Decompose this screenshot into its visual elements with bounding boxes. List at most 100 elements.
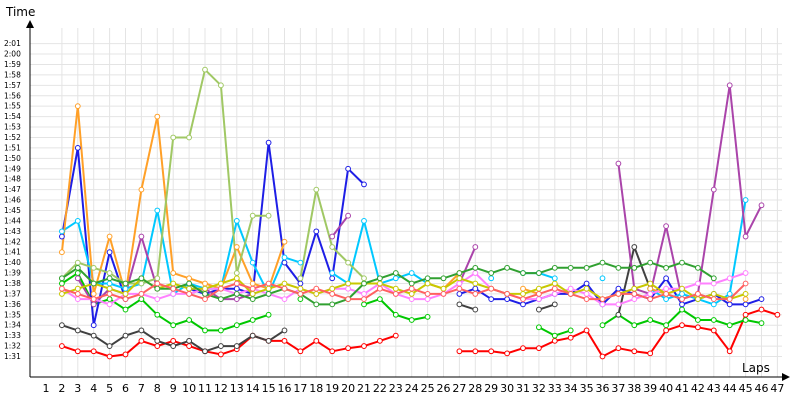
series-12-point: [631, 291, 638, 297]
series-2-point: [551, 332, 558, 339]
series-6-point: [233, 296, 240, 303]
series-11-point: [631, 264, 638, 271]
series-6-point: [710, 186, 717, 193]
y-tick-label: 1:32: [4, 342, 21, 351]
series-2-point: [679, 306, 685, 313]
series-5-point: [329, 270, 336, 276]
series-8-point: [233, 270, 240, 276]
series-1-point: [377, 337, 383, 344]
x-tick-label: 15: [262, 382, 276, 395]
x-tick-label: 11: [198, 382, 212, 395]
x-tick-label: 17: [293, 382, 307, 395]
y-tick-label: 1:54: [4, 112, 21, 121]
series-2-point: [726, 322, 733, 329]
series-12-point: [695, 291, 701, 297]
y-tick-label: 1:41: [4, 248, 21, 257]
series-11-point: [424, 275, 431, 282]
series-9-point: [551, 291, 558, 297]
series-11-point: [249, 296, 256, 303]
series-lines: [60, 68, 778, 358]
series-12-point: [520, 296, 526, 303]
series-4-point: [615, 285, 622, 292]
series-9-point: [408, 296, 415, 303]
series-11-point: [599, 259, 606, 266]
series-1-point: [281, 337, 288, 344]
series-7-point: [742, 296, 749, 303]
series-1-point: [726, 348, 733, 355]
series-7-point: [90, 291, 97, 297]
series-12-point: [440, 291, 447, 297]
series-9-point: [567, 285, 574, 292]
series-4-point: [313, 228, 320, 235]
x-tick-label: 10: [182, 382, 196, 395]
series-2-point: [408, 317, 415, 323]
series-11-point: [138, 275, 145, 282]
series-7-point: [154, 113, 161, 120]
series-10-point: [202, 285, 208, 292]
series-10-point: [313, 291, 320, 297]
series-11-point: [233, 291, 240, 297]
x-tick-label: 31: [516, 382, 530, 395]
series-1-point: [615, 345, 622, 352]
series-3-point: [472, 306, 479, 313]
series-7-point: [106, 233, 113, 240]
series-11-point: [106, 275, 113, 282]
series-3-point: [186, 337, 193, 344]
series-11-point: [122, 280, 129, 287]
series-12-point: [281, 285, 288, 292]
series-5-point: [249, 259, 256, 266]
series-11-point: [154, 285, 161, 292]
y-tick-label: 1:39: [4, 269, 21, 278]
series-2-point: [265, 311, 272, 318]
x-tick-label: 25: [421, 382, 435, 395]
series-1-point: [90, 348, 97, 355]
series-12-point: [90, 296, 97, 303]
series-8-point: [361, 275, 367, 282]
series-5-point: [106, 280, 113, 287]
series-11-point: [710, 275, 717, 282]
x-tick-label: 12: [214, 382, 228, 395]
y-axis-ticks: 1:311:32 1:331:34 1:351:36 1:371:381:39 1:40…: [4, 39, 21, 361]
grid: [30, 28, 782, 377]
series-1-point: [567, 334, 574, 341]
y-tick-label: 1:56: [4, 91, 21, 100]
series-1-point: [313, 337, 320, 344]
series-9-point: [281, 296, 288, 303]
series-11-point: [408, 280, 415, 287]
series-line-6: [331, 215, 349, 238]
x-tick-label: 16: [278, 382, 292, 395]
y-tick-label: 1:50: [4, 154, 21, 163]
x-tick-label: 28: [468, 382, 482, 395]
series-12-point: [59, 285, 65, 292]
series-12-point: [202, 296, 208, 303]
series-9-point: [615, 301, 622, 308]
series-12-point: [106, 291, 113, 297]
series-2-point: [106, 296, 113, 303]
series-1-point: [488, 348, 495, 355]
series-1-point: [631, 348, 638, 355]
series-11-point: [265, 291, 272, 297]
y-tick-label: 1:58: [4, 70, 21, 79]
series-5-point: [233, 218, 240, 224]
series-10-point: [536, 285, 542, 292]
series-8-point: [106, 270, 113, 276]
series-6-point: [615, 160, 622, 167]
y-tick-label: 1:44: [4, 216, 21, 225]
series-10-point: [583, 285, 590, 292]
series-11-point: [361, 280, 367, 287]
series-4-point: [59, 233, 65, 240]
y-tick-label: 1:37: [4, 289, 21, 298]
series-5-point: [551, 275, 558, 282]
x-tick-label: 1: [43, 382, 50, 395]
series-9-point: [663, 285, 669, 292]
series-1-point: [758, 306, 765, 313]
series-2-point: [233, 322, 240, 329]
series-2-point: [186, 317, 193, 323]
series-11-point: [663, 264, 669, 271]
series-1-point: [392, 332, 399, 339]
series-7-point: [281, 238, 288, 245]
series-4-point: [472, 285, 479, 292]
series-3-point: [218, 343, 224, 349]
series-7-point: [170, 270, 177, 276]
series-11-point: [202, 291, 208, 297]
